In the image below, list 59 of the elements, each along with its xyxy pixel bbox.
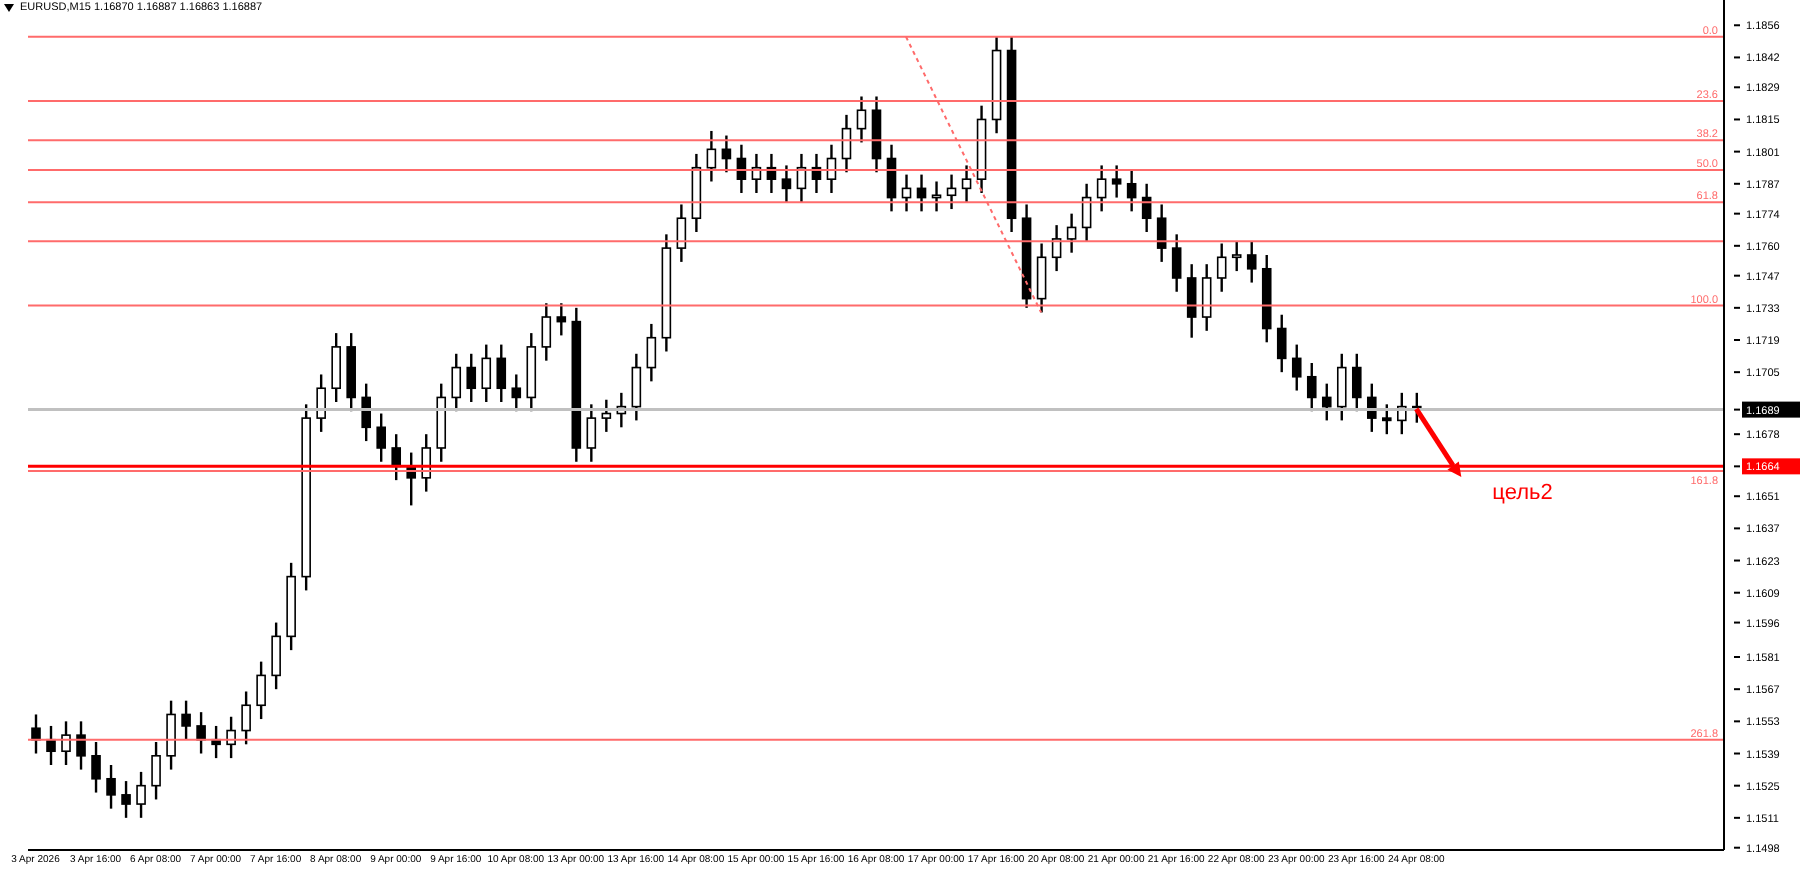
candlestick (451, 352, 462, 413)
candlestick (1382, 403, 1392, 436)
candlestick (241, 690, 251, 746)
candlestick (1036, 242, 1047, 314)
candlestick (76, 720, 86, 771)
candlestick (1186, 262, 1197, 339)
candlestick (166, 699, 176, 771)
candlestick (1276, 313, 1287, 374)
candlestick (1156, 203, 1167, 264)
candlestick (1291, 343, 1302, 392)
candlestick (481, 343, 492, 404)
candlestick (196, 710, 206, 755)
candlestick (61, 720, 71, 767)
candlestick (181, 699, 191, 741)
candlestick (316, 373, 326, 434)
candlestick (931, 180, 942, 213)
candlestick (271, 621, 281, 691)
candlestick (1111, 164, 1122, 199)
candlestick (1096, 164, 1107, 213)
candlestick (1066, 212, 1077, 254)
candlestick (226, 715, 236, 760)
candlestick (856, 95, 867, 144)
candlestick (541, 302, 552, 362)
candlestick (496, 343, 507, 404)
candlestick (376, 412, 386, 463)
candlestick (556, 302, 567, 337)
candlestick (1171, 233, 1182, 293)
candlestick (466, 352, 477, 404)
candlestick (1351, 352, 1362, 413)
candlestick (631, 352, 642, 422)
candlestick (676, 203, 687, 264)
candlestick (361, 382, 371, 443)
candlestick (151, 740, 161, 801)
candlestick (1336, 352, 1347, 422)
candlestick (136, 770, 146, 820)
candlestick (1216, 242, 1227, 293)
candlestick (31, 713, 41, 755)
candlestick (646, 322, 657, 383)
candlestick (781, 164, 792, 204)
candlestick (1201, 262, 1212, 333)
candlestick (601, 398, 612, 434)
candlestick (331, 331, 341, 404)
candlestick (1126, 168, 1137, 213)
candlestick (706, 129, 717, 183)
candlestick (391, 432, 402, 482)
candlestick (121, 779, 131, 820)
candlestick (1306, 361, 1317, 413)
candlestick (946, 173, 957, 211)
candlestick (1321, 382, 1332, 422)
candlestick (106, 763, 116, 810)
candlestick (961, 164, 972, 204)
candlestick (1246, 240, 1257, 284)
candlestick (586, 403, 597, 463)
candlestick (91, 740, 101, 794)
annotation: цель2 (1492, 480, 1553, 505)
candlestick (511, 373, 522, 413)
candlestick (1231, 240, 1242, 273)
candlestick (256, 660, 266, 721)
candlestick (1366, 382, 1377, 434)
